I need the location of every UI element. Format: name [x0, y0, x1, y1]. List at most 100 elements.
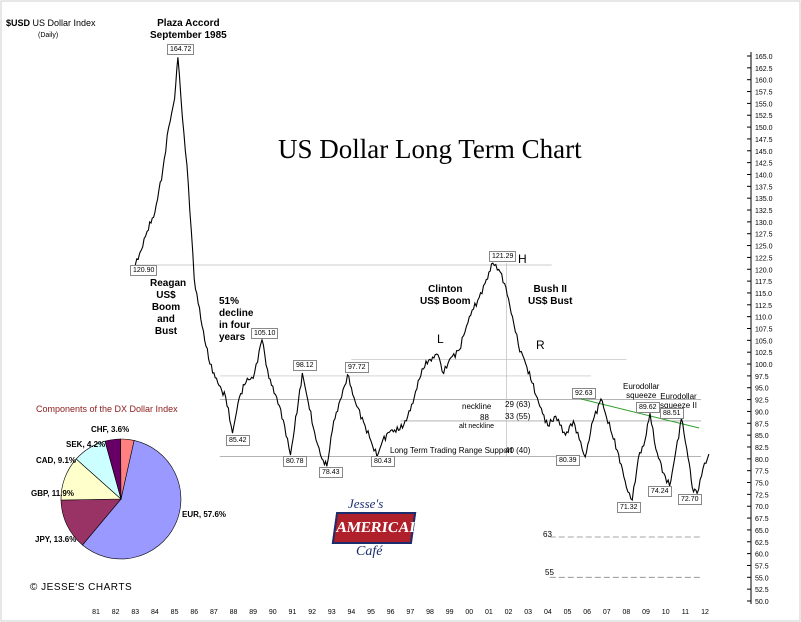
y-tick-label: 105.0: [755, 338, 773, 345]
plaza-line1: Plaza Accord: [157, 18, 220, 29]
reagan-annotation: Reagan US$ Boom and Bust: [150, 278, 187, 338]
y-tick-label: 157.5: [755, 90, 773, 97]
pie-label-eur: EUR, 57.6%: [182, 510, 227, 519]
x-tick-label: 89: [249, 609, 257, 616]
green-trendline: [581, 398, 700, 429]
pie-label-chf: CHF, 3.6%: [91, 425, 130, 434]
y-tick-label: 72.5: [755, 492, 769, 499]
y-tick-label: 162.5: [755, 66, 773, 73]
y-tick-label: 75.0: [755, 481, 769, 488]
x-tick-label: 91: [289, 609, 297, 616]
alt-neckline-label: alt neckline: [459, 423, 495, 430]
y-tick-label: 80.0: [755, 457, 769, 464]
y-tick-label: 70.0: [755, 504, 769, 511]
y-tick-label: 140.0: [755, 172, 773, 179]
x-tick-label: 98: [426, 609, 434, 616]
y-tick-label: 110.0: [755, 315, 772, 322]
reagan-line1: Reagan: [150, 278, 187, 289]
x-tick-label: 06: [583, 609, 591, 616]
x-tick-label: 07: [603, 609, 611, 616]
neck-measure-2-a: 33: [505, 412, 514, 421]
x-tick-label: 04: [544, 609, 552, 616]
x-tick-label: 03: [524, 609, 532, 616]
price-series: [134, 57, 710, 502]
peak-label: 97.72: [345, 362, 369, 373]
decline-line3: in four: [219, 320, 251, 331]
y-tick-label: 100.0: [755, 362, 773, 369]
euro1-line2: squeeze: [626, 391, 657, 400]
x-tick-label: 10: [662, 609, 670, 616]
hs-right-shoulder: R: [536, 338, 545, 352]
y-tick-label: 165.0: [755, 54, 773, 61]
x-tick-label: 83: [131, 609, 139, 616]
y-tick-label: 55.0: [755, 575, 769, 582]
reagan-line5: Bust: [154, 326, 178, 337]
neck-measure-1-a: 29: [505, 400, 514, 409]
decline-line4: years: [219, 332, 246, 343]
x-tick-label: 99: [446, 609, 454, 616]
y-tick-label: 92.5: [755, 398, 769, 405]
euro2-line2: squeeze II: [660, 401, 697, 410]
peak-label: 71.32: [617, 502, 641, 513]
x-tick-label: 84: [151, 609, 159, 616]
clinton-annotation: Clinton US$ Boom: [420, 284, 471, 308]
y-tick-label: 90.0: [755, 409, 769, 416]
y-tick-label: 142.5: [755, 161, 773, 168]
pie-label-sek: SEK, 4.2%: [66, 440, 106, 449]
y-tick-label: 155.0: [755, 101, 773, 108]
logo-line2: AMERICAIN: [331, 512, 427, 544]
x-tick-label: 81: [92, 609, 100, 616]
peak-label: 121.29: [489, 251, 517, 262]
hs-left-shoulder: L: [437, 332, 444, 346]
x-tick-label: 11: [682, 609, 689, 616]
euro1-line1: Eurodollar: [623, 382, 660, 391]
logo-line1: Jesse's: [348, 496, 384, 511]
peak-label: 80.39: [556, 455, 580, 466]
copyright-notice: © JESSE'S CHARTS: [30, 582, 133, 593]
y-tick-label: 85.0: [755, 433, 769, 440]
peak-label: 85.42: [226, 435, 250, 446]
euro2-line1: Eurodollar: [660, 392, 697, 401]
period-label: (Daily): [38, 32, 59, 39]
peak-label: 164.72: [167, 44, 195, 55]
y-tick-label: 102.5: [755, 350, 773, 357]
x-tick-label: 87: [210, 609, 218, 616]
neck-measure-2-b: (55): [516, 412, 531, 421]
symbol: $USD: [6, 18, 31, 28]
bush-line1: Bush II: [533, 284, 567, 295]
x-tick-label: 97: [406, 609, 414, 616]
x-tick-label: 92: [308, 609, 316, 616]
hs-head: H: [518, 252, 527, 266]
support-measure: 40 (40): [505, 446, 530, 455]
x-tick-label: 05: [564, 609, 572, 616]
bush-line2: US$ Bust: [528, 296, 573, 307]
support-measure-b: (40): [516, 446, 531, 455]
x-tick-label: 94: [347, 609, 355, 616]
x-tick-label: 01: [485, 609, 493, 616]
peak-label: 74.24: [648, 486, 672, 497]
peak-label: 72.70: [678, 494, 702, 505]
pie-label-gbp: GBP, 11.9%: [31, 489, 74, 498]
y-tick-label: 152.5: [755, 113, 773, 120]
y-tick-label: 150.0: [755, 125, 773, 132]
y-tick-label: 115.0: [755, 291, 772, 298]
neckline-label: neckline: [462, 402, 492, 411]
y-tick-label: 160.0: [755, 78, 773, 85]
pie-slice-chf: [120, 438, 135, 500]
reagan-line3: Boom: [151, 302, 181, 313]
y-tick-label: 67.5: [755, 516, 769, 523]
peak-label: 92.63: [572, 388, 596, 399]
bush-annotation: Bush II US$ Bust: [528, 284, 572, 308]
x-tick-label: 12: [701, 609, 709, 616]
dx-components-pie: [60, 438, 182, 560]
reagan-line2: US$: [156, 290, 176, 301]
peak-label: 80.78: [283, 456, 307, 467]
y-tick-label: 117.5: [755, 279, 772, 286]
y-tick-label: 112.5: [755, 303, 772, 310]
y-tick-label: 122.5: [755, 255, 773, 262]
y-tick-label: 65.0: [755, 528, 769, 535]
x-tick-label: 96: [387, 609, 395, 616]
x-tick-label: 82: [112, 609, 120, 616]
x-tick-label: 85: [171, 609, 179, 616]
